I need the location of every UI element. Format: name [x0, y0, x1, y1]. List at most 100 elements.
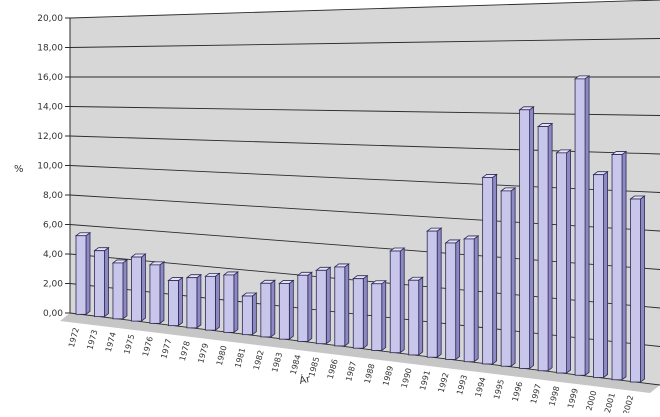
- bar-front: [593, 174, 604, 378]
- bar-side: [325, 266, 331, 345]
- y-tick-label: 8,00: [43, 191, 63, 201]
- bar-front: [482, 177, 494, 365]
- bar-front: [611, 154, 623, 381]
- bar-side: [510, 187, 516, 368]
- bar: [148, 261, 166, 325]
- bar-side: [344, 263, 350, 347]
- bar-side: [270, 279, 276, 338]
- bar-side: [196, 273, 202, 329]
- bar-side: [159, 261, 165, 325]
- bar: [555, 149, 572, 374]
- bar-front: [204, 275, 216, 331]
- x-tick-label: 1992: [437, 372, 451, 394]
- y-tick-label: 18,00: [37, 44, 63, 54]
- bar-side: [529, 105, 535, 370]
- bar: [352, 274, 369, 349]
- y-tick-label: 14,00: [37, 103, 63, 113]
- x-tick-label: 1991: [418, 369, 432, 391]
- bar-side: [104, 246, 109, 318]
- bar: [204, 272, 221, 331]
- chart-floor: [60, 313, 660, 393]
- bar-side: [381, 279, 387, 352]
- bar: [425, 227, 443, 358]
- y-tick-label: 10,00: [37, 162, 63, 172]
- bar-side: [621, 150, 627, 381]
- y-tick-label: 16,00: [37, 73, 63, 83]
- bar: [93, 246, 110, 318]
- bar-side: [122, 259, 128, 320]
- bar-side: [492, 173, 498, 365]
- bar: [241, 292, 258, 336]
- bar-front: [112, 262, 124, 320]
- x-tick-label: 1989: [381, 365, 395, 387]
- x-tick-label: 1975: [122, 333, 136, 355]
- bar-side: [584, 75, 590, 377]
- y-tick-label: 20,00: [37, 14, 63, 24]
- bar-front: [260, 282, 272, 338]
- x-tick-label: 1985: [307, 356, 321, 378]
- bar-side: [307, 271, 313, 343]
- bar-front: [389, 250, 401, 354]
- bar: [74, 231, 92, 316]
- bar-front: [168, 280, 179, 327]
- y-axis-label: %: [14, 164, 24, 175]
- bar: [333, 263, 350, 347]
- bar: [444, 239, 461, 361]
- bar: [499, 187, 517, 368]
- bar-front: [315, 269, 327, 345]
- bar-front: [75, 235, 87, 315]
- bar: [573, 75, 591, 377]
- bar-side: [85, 231, 91, 316]
- bar: [370, 279, 387, 352]
- bar: [167, 276, 184, 327]
- bar: [259, 279, 277, 338]
- x-tick-label: 2000: [585, 390, 599, 412]
- bar: [111, 259, 129, 320]
- x-tick-label: 1980: [215, 345, 229, 367]
- gridline: [69, 38, 660, 48]
- bar-side: [566, 149, 571, 374]
- x-tick-label: 1973: [85, 329, 99, 351]
- x-tick-label: 1981: [233, 347, 247, 369]
- bar: [278, 279, 295, 340]
- x-tick-label: 1972: [67, 327, 81, 349]
- x-tick-label: 1997: [529, 383, 543, 405]
- bar-front: [186, 277, 198, 329]
- x-tick-label: 1994: [474, 376, 488, 398]
- bar-front: [223, 274, 235, 333]
- y-tick-label: 4,00: [43, 250, 63, 260]
- bar-side: [473, 235, 479, 363]
- x-tick-label: 1977: [159, 338, 173, 360]
- bar-front: [131, 256, 142, 322]
- bar-side: [233, 271, 239, 334]
- bar-side: [603, 170, 608, 379]
- bar: [130, 253, 147, 322]
- bar-side: [141, 253, 146, 322]
- bar-front: [371, 283, 383, 351]
- bar-side: [436, 227, 442, 358]
- x-tick-label: 2002: [621, 394, 635, 413]
- x-tick-label: 1974: [104, 331, 118, 353]
- bar: [185, 273, 203, 329]
- x-tick-label: 1996: [511, 381, 525, 403]
- bar-front: [352, 278, 364, 349]
- x-tick-label: 1999: [566, 387, 580, 409]
- bar: [407, 276, 424, 356]
- bar-front: [278, 283, 290, 340]
- bar: [592, 170, 609, 379]
- x-axis-label: Ár: [298, 372, 312, 387]
- bar-front: [574, 78, 586, 376]
- bar: [629, 195, 646, 383]
- x-tick-label: 1979: [196, 342, 210, 364]
- bar-front: [149, 264, 161, 324]
- bar-front: [537, 126, 549, 372]
- bar-side: [362, 274, 368, 349]
- x-tick-label: 1995: [492, 378, 506, 400]
- x-tick-label: 1998: [548, 385, 562, 407]
- bar-front: [94, 250, 105, 317]
- bar-front: [408, 279, 420, 356]
- bar-side: [418, 276, 424, 356]
- gridline: [69, 0, 660, 19]
- bar-front: [426, 230, 438, 358]
